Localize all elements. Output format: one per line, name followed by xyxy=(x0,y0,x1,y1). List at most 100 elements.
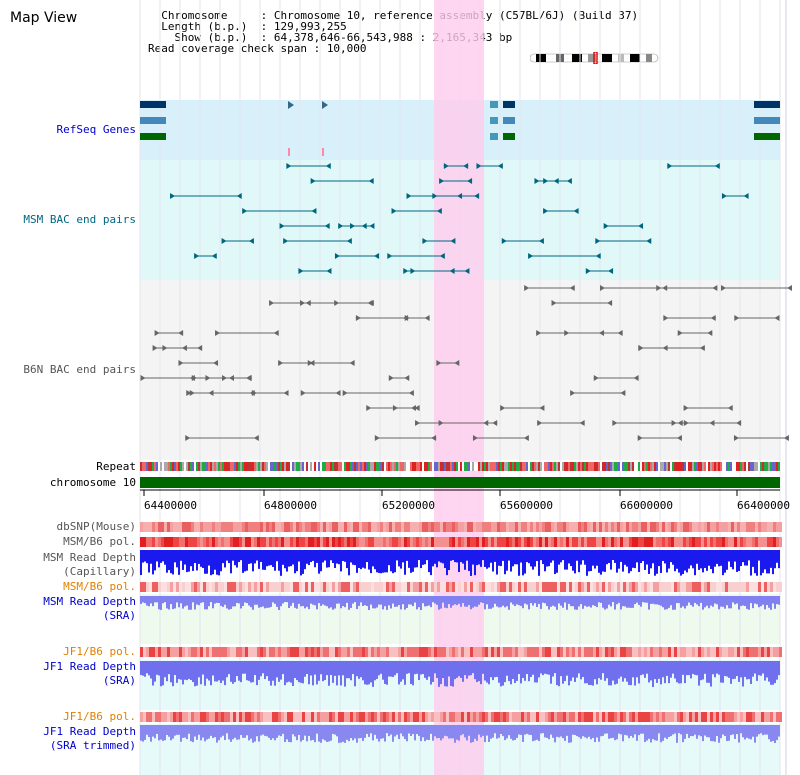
msm-pol-cell xyxy=(278,537,281,547)
msm-capillary-depth-bar xyxy=(180,550,182,561)
dbsnp-cell xyxy=(347,522,350,532)
msm-sra-depth-bar xyxy=(590,596,592,608)
msm-sra-depth-bar xyxy=(770,596,772,610)
b6n-bac-pair-end xyxy=(355,315,361,321)
repeat-segment xyxy=(192,462,194,471)
jf1-trim-pol-cell xyxy=(476,712,479,722)
jf1-trim-pol-cell xyxy=(263,712,266,722)
dbsnp-cell xyxy=(485,522,488,532)
jf1-sra-depth-bar xyxy=(494,661,496,678)
repeat-segment xyxy=(146,462,148,471)
msm-sra-depth-bar xyxy=(602,596,604,608)
msm-pol2-cell xyxy=(479,582,482,592)
dbsnp-cell xyxy=(350,522,353,532)
repeat-segment xyxy=(580,462,582,471)
msm-pol2-cell xyxy=(401,582,404,592)
msm-pol2-cell xyxy=(326,582,329,592)
msm-capillary-depth-bar xyxy=(380,550,382,574)
msm-sra-depth-bar xyxy=(298,596,300,604)
msm-sra-depth-bar xyxy=(140,596,142,604)
track-label-msm-depth-capillary[interactable]: MSM Read Depth xyxy=(43,551,136,564)
jf1-sra-depth-bar xyxy=(220,661,222,684)
jf1-trim-pol-cell xyxy=(341,712,344,722)
msm-pol-cell xyxy=(209,537,212,547)
msm-capillary-depth-bar xyxy=(264,550,266,570)
msm-bac-pair-end xyxy=(298,268,304,274)
gene-block xyxy=(754,133,780,140)
repeat-segment xyxy=(276,462,278,471)
track-label-msm-bac[interactable]: MSM BAC end pairs xyxy=(23,213,136,226)
repeat-segment xyxy=(464,462,466,471)
jf1-trim-depth-bar xyxy=(648,725,650,739)
track-label-jf1-pol-trimmed[interactable]: JF1/B6 pol. xyxy=(63,710,136,723)
jf1-trim-pol-cell xyxy=(665,712,668,722)
jf1-sra-depth-bar xyxy=(566,661,568,676)
dbsnp-cell xyxy=(515,522,518,532)
jf1-sra-depth-bar xyxy=(190,661,192,680)
msm-sra-depth-bar xyxy=(414,596,416,603)
track-label-refseq[interactable]: RefSeq Genes xyxy=(56,123,136,136)
msm-pol2-cell xyxy=(140,582,143,592)
b6n-bac-pair-end xyxy=(709,420,715,426)
track-label-msm-b6-pol-2[interactable]: MSM/B6 pol. xyxy=(63,580,136,593)
msm-sra-depth-bar xyxy=(606,596,608,609)
jf1-trim-pol-cell xyxy=(299,712,302,722)
msm-capillary-depth-bar xyxy=(268,550,270,566)
jf1-trim-depth-bar xyxy=(616,725,618,740)
jf1-sra-depth-bar xyxy=(736,661,738,677)
msm-sra-depth-bar xyxy=(624,596,626,607)
jf1-trim-pol-cell xyxy=(560,712,563,722)
msm-pol2-cell xyxy=(617,582,620,592)
msm-capillary-depth-bar xyxy=(202,550,204,569)
jf1-trim-depth-bar xyxy=(620,725,622,735)
track-label-jf1-depth-trimmed[interactable]: JF1 Read Depth xyxy=(43,725,136,738)
msm-pol2-cell xyxy=(392,582,395,592)
jf1-pol-cell xyxy=(395,647,398,657)
msm-sra-depth-bar xyxy=(338,596,340,604)
jf1-pol-cell xyxy=(248,647,251,657)
track-label-b6n-bac[interactable]: B6N BAC end pairs xyxy=(23,363,136,376)
msm-capillary-depth-bar xyxy=(466,550,468,561)
repeat-segment xyxy=(404,462,406,471)
jf1-trim-depth-bar xyxy=(676,725,678,743)
jf1-pol-cell xyxy=(293,647,296,657)
track-label-msm-depth-sra[interactable]: MSM Read Depth xyxy=(43,595,136,608)
repeat-segment xyxy=(546,462,548,471)
jf1-trim-pol-cell xyxy=(338,712,341,722)
jf1-trim-depth-bar xyxy=(340,725,342,743)
jf1-sra-depth-bar xyxy=(762,661,764,674)
jf1-sra-depth-bar xyxy=(476,661,478,683)
jf1-trim-depth-bar xyxy=(600,725,602,737)
track-label-jf1-depth[interactable]: JF1 Read Depth xyxy=(43,660,136,673)
jf1-trim-depth-bar xyxy=(378,725,380,742)
track-label-repeat[interactable]: Repeat xyxy=(96,460,136,473)
msm-capillary-depth-bar xyxy=(750,550,752,576)
repeat-segment xyxy=(582,462,584,471)
jf1-pol-cell xyxy=(362,647,365,657)
jf1-sra-depth-bar xyxy=(232,661,234,684)
msm-pol-cell xyxy=(293,537,296,547)
track-label-dbsnp[interactable]: dbSNP(Mouse) xyxy=(56,520,136,533)
jf1-pol-cell xyxy=(761,647,764,657)
jf1-pol-cell xyxy=(641,647,644,657)
jf1-pol-cell xyxy=(173,647,176,657)
jf1-sra-depth-bar xyxy=(328,661,330,686)
b6n-bac-pair-end xyxy=(612,420,618,426)
track-label-jf1-pol[interactable]: JF1/B6 pol. xyxy=(63,645,136,658)
track-label-msm-b6-pol[interactable]: MSM/B6 pol. xyxy=(63,535,136,548)
msm-pol-cell xyxy=(533,537,536,547)
jf1-trim-pol-cell xyxy=(383,712,386,722)
jf1-trim-pol-cell xyxy=(350,712,353,722)
dbsnp-cell xyxy=(341,522,344,532)
jf1-trim-depth-bar xyxy=(490,725,492,739)
repeat-segment xyxy=(408,462,410,471)
dbsnp-cell xyxy=(479,522,482,532)
jf1-sra-depth-bar xyxy=(248,661,250,681)
jf1-trim-depth-bar xyxy=(566,725,568,736)
msm-pol2-cell xyxy=(344,582,347,592)
jf1-pol-cell xyxy=(197,647,200,657)
msm-capillary-depth-bar xyxy=(738,550,740,571)
repeat-segment xyxy=(522,462,524,471)
msm-capillary-depth-bar xyxy=(364,550,366,569)
